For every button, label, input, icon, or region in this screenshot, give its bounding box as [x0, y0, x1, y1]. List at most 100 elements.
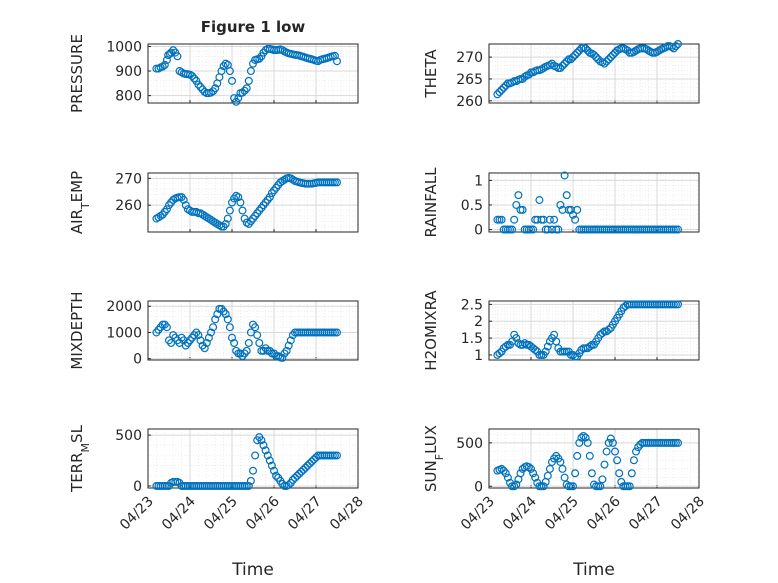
data-point — [606, 53, 615, 62]
x-tick-label: 04/24 — [500, 493, 540, 533]
data-point — [286, 336, 295, 345]
y-axis-label-6: TERRMSL — [68, 424, 92, 493]
x-tick-label: 04/23 — [117, 494, 157, 534]
data-point — [558, 464, 567, 473]
data-point — [613, 456, 622, 465]
data-point — [265, 193, 274, 202]
y-tick-label: 900 — [115, 64, 142, 80]
data-point — [194, 80, 203, 89]
data-point — [333, 328, 342, 337]
data-point — [673, 300, 682, 309]
data-point — [207, 215, 216, 224]
data-point — [196, 209, 205, 218]
data-point — [309, 455, 318, 464]
data-point — [510, 215, 519, 224]
y-tick-label: 1.5 — [461, 331, 483, 347]
data-point — [259, 441, 268, 450]
y-axis-label-2: AIRTEMP — [68, 171, 92, 234]
data-point — [581, 433, 590, 442]
y-tick-label: 1 — [474, 173, 483, 189]
data-point — [520, 339, 529, 348]
data-point — [204, 214, 213, 223]
data-point — [202, 213, 211, 222]
data-point — [263, 451, 272, 460]
data-point — [573, 48, 582, 57]
data-point — [598, 329, 607, 338]
data-point — [284, 480, 293, 489]
y-tick-label: 2 — [474, 314, 483, 330]
data-point — [333, 178, 342, 187]
data-point — [242, 346, 251, 355]
data-point — [276, 178, 285, 187]
data-point — [512, 480, 521, 489]
data-point — [497, 85, 506, 94]
data-point — [545, 215, 554, 224]
data-point — [554, 225, 563, 234]
y-tick-label: 260 — [456, 94, 483, 110]
data-point — [228, 333, 237, 342]
y-axis-label-3: RAINFALL — [422, 167, 440, 238]
data-point — [162, 55, 171, 64]
data-point — [604, 438, 613, 447]
x-tick-label: 04/27 — [285, 494, 325, 534]
data-point — [257, 436, 266, 445]
data-point — [244, 481, 253, 490]
y-tick-label: 2000 — [106, 299, 142, 315]
data-point — [529, 225, 538, 234]
data-point — [627, 469, 636, 478]
data-point — [512, 334, 521, 343]
data-point — [278, 177, 287, 186]
data-point — [230, 338, 239, 347]
data-point — [202, 338, 211, 347]
figure-title: Figure 1 low — [201, 18, 306, 36]
data-point — [169, 46, 178, 55]
data-point — [219, 62, 228, 71]
data-point — [568, 210, 577, 219]
x-tick-label: 04/28 — [327, 494, 367, 534]
data-point — [508, 225, 517, 234]
y-axis-label-1: THETA — [422, 49, 440, 99]
data-point — [518, 205, 527, 214]
data-point — [608, 438, 617, 447]
data-point — [541, 347, 550, 356]
data-point — [673, 438, 682, 447]
data-point — [272, 471, 281, 480]
data-point — [200, 344, 209, 353]
data-point — [531, 345, 540, 354]
data-point — [560, 473, 569, 482]
data-point — [556, 457, 565, 466]
data-point — [200, 211, 209, 220]
data-point — [282, 346, 291, 355]
data-point — [495, 88, 504, 97]
data-point — [602, 57, 611, 66]
data-point — [545, 464, 554, 473]
y-tick-label: 500 — [456, 436, 483, 452]
data-point — [600, 59, 609, 68]
data-point — [579, 431, 588, 440]
y-tick-label: 0 — [474, 223, 483, 239]
data-point — [585, 451, 594, 460]
data-point — [493, 90, 502, 99]
x-axis-label-left: Time — [231, 560, 274, 580]
subplot-4: 0 1000 2000 MIXDEPTH — [68, 291, 359, 370]
data-point — [267, 461, 276, 470]
y-tick-label: 800 — [115, 89, 142, 105]
data-point — [284, 341, 293, 350]
y-tick-label: 0 — [133, 479, 142, 495]
data-point — [550, 215, 559, 224]
data-point — [600, 460, 609, 469]
data-point — [642, 45, 651, 54]
y-axis-label-4: MIXDEPTH — [68, 291, 86, 369]
y-tick-label: 2.5 — [461, 297, 483, 313]
data-point — [223, 315, 232, 324]
data-point — [514, 191, 523, 200]
y-tick-label: 265 — [456, 72, 483, 88]
data-point — [655, 46, 664, 55]
data-point — [217, 67, 226, 76]
data-point — [543, 225, 552, 234]
data-point — [596, 482, 605, 491]
data-point — [524, 70, 533, 79]
subplot-6: 04/23 04/24 04/25 04/26 04/27 04/28 0 500 TERRMS… — [68, 424, 367, 533]
x-tick-label: 04/24 — [159, 493, 199, 533]
data-point — [556, 200, 565, 209]
